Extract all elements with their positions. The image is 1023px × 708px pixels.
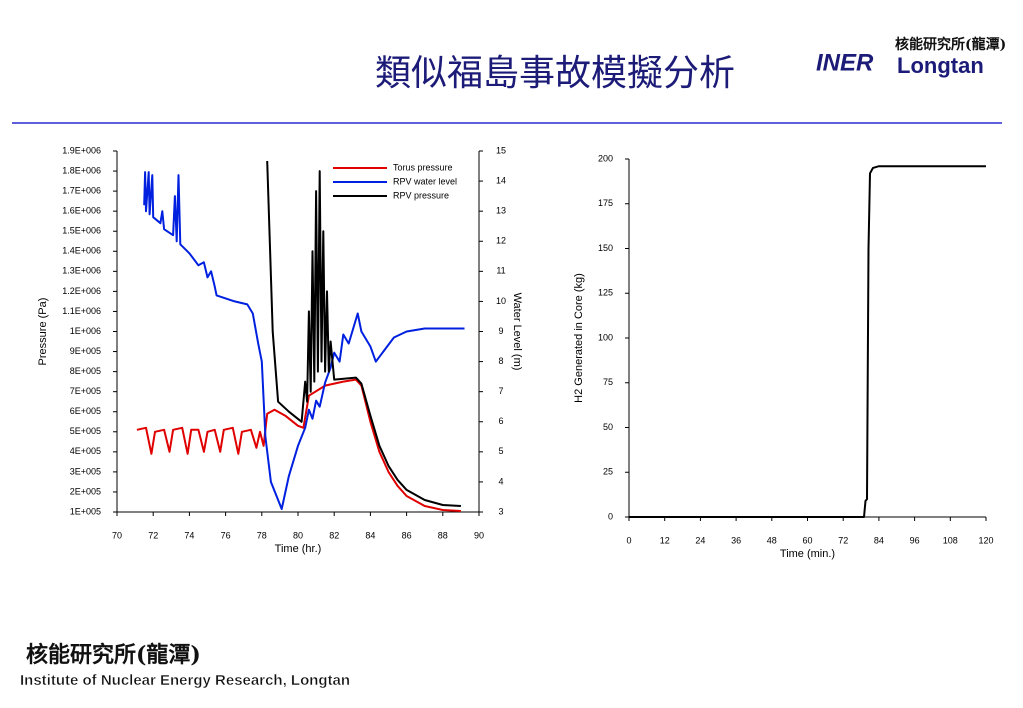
series-line — [143, 171, 465, 510]
x-tick-label: 90 — [474, 530, 484, 540]
x-tick-label: 36 — [731, 535, 741, 545]
x-tick-label: 76 — [221, 530, 231, 540]
x-tick-label: 24 — [695, 535, 705, 545]
y-tick-label: 3E+005 — [70, 466, 101, 476]
x-axis-label: Time (hr.) — [275, 543, 322, 555]
footer-name: 核能研究所(龍潭) — [26, 642, 201, 668]
x-tick-label: 48 — [767, 535, 777, 545]
y-tick-label: 100 — [598, 332, 613, 342]
y2-tick-label: 10 — [496, 296, 506, 306]
y-tick-label: 4E+005 — [70, 446, 101, 456]
y-tick-label: 6E+005 — [70, 406, 101, 416]
y2-tick-label: 7 — [498, 386, 503, 396]
slide-title: 類似福島事故模擬分析 — [375, 53, 735, 94]
y-tick-label: 1.5E+006 — [62, 226, 101, 236]
x-tick-label: 70 — [112, 530, 122, 540]
y-tick-label: 0 — [608, 511, 613, 521]
x-tick-label: 108 — [943, 535, 958, 545]
y-tick-label: 1.7E+006 — [62, 185, 101, 195]
y-tick-label: 175 — [598, 198, 613, 208]
y-tick-label: 25 — [603, 467, 613, 477]
y-tick-label: 8E+005 — [70, 366, 101, 376]
y2-tick-label: 11 — [496, 266, 505, 276]
y-axis-label: H2 Generated in Core (kg) — [573, 273, 585, 403]
x-tick-label: 120 — [978, 535, 993, 545]
x-tick-label: 74 — [184, 530, 194, 540]
y-tick-label: 50 — [603, 422, 613, 432]
y2-tick-label: 4 — [498, 476, 503, 486]
legend-label: Torus pressure — [393, 162, 453, 172]
x-tick-label: 88 — [438, 530, 448, 540]
x-tick-label: 84 — [874, 535, 884, 545]
x-axis-label: Time (min.) — [780, 548, 835, 560]
y2-tick-label: 3 — [498, 506, 503, 516]
series-line — [629, 165, 986, 518]
x-tick-label: 82 — [329, 530, 339, 540]
y-axis-label: Pressure (Pa) — [37, 298, 49, 366]
y2-tick-label: 8 — [498, 356, 503, 366]
x-tick-label: 96 — [910, 535, 920, 545]
y2-tick-label: 15 — [496, 145, 506, 155]
x-tick-label: 84 — [365, 530, 375, 540]
x-tick-label: 78 — [257, 530, 267, 540]
y-tick-label: 1.9E+006 — [62, 145, 101, 155]
y-tick-label: 1.3E+006 — [62, 266, 101, 276]
y2-tick-label: 13 — [496, 206, 506, 216]
y-tick-label: 200 — [598, 153, 613, 163]
y-tick-label: 1.4E+006 — [62, 246, 101, 256]
y-tick-label: 125 — [598, 288, 613, 298]
y2-tick-label: 12 — [496, 236, 506, 246]
y2-tick-label: 14 — [496, 175, 506, 185]
y-tick-label: 5E+005 — [70, 426, 101, 436]
y-tick-label: 150 — [598, 243, 613, 253]
footer-english: Institute of Nuclear Energy Research, Lo… — [20, 672, 350, 689]
y2-tick-label: 9 — [498, 326, 503, 336]
y-tick-label: 1.6E+006 — [62, 206, 101, 216]
x-tick-label: 60 — [802, 535, 812, 545]
x-tick-label: 0 — [626, 535, 631, 545]
logo-place: Longtan — [897, 53, 984, 78]
y2-tick-label: 6 — [498, 416, 503, 426]
series-line — [266, 160, 461, 507]
y-tick-label: 1.2E+006 — [62, 286, 101, 296]
x-tick-label: 80 — [293, 530, 303, 540]
x-tick-label: 12 — [660, 535, 670, 545]
legend-label: RPV pressure — [393, 190, 449, 200]
logo-mark: INER — [816, 49, 874, 76]
y2-tick-label: 5 — [498, 446, 503, 456]
x-tick-label: 72 — [838, 535, 848, 545]
y-tick-label: 1.8E+006 — [62, 165, 101, 175]
y-tick-label: 75 — [603, 377, 613, 387]
y-tick-label: 1E+006 — [70, 326, 101, 336]
y-tick-label: 1.1E+006 — [62, 306, 101, 316]
x-tick-label: 86 — [402, 530, 412, 540]
y-tick-label: 9E+005 — [70, 346, 101, 356]
legend-label: RPV water level — [393, 176, 457, 186]
y-tick-label: 2E+005 — [70, 486, 101, 496]
x-tick-label: 72 — [148, 530, 158, 540]
y2-axis-label: Water Level (m) — [511, 293, 523, 371]
logo-name: 核能研究所(龍潭) — [895, 36, 1006, 53]
y-tick-label: 7E+005 — [70, 386, 101, 396]
y-tick-label: 1E+005 — [70, 506, 101, 516]
series-line — [136, 378, 461, 512]
